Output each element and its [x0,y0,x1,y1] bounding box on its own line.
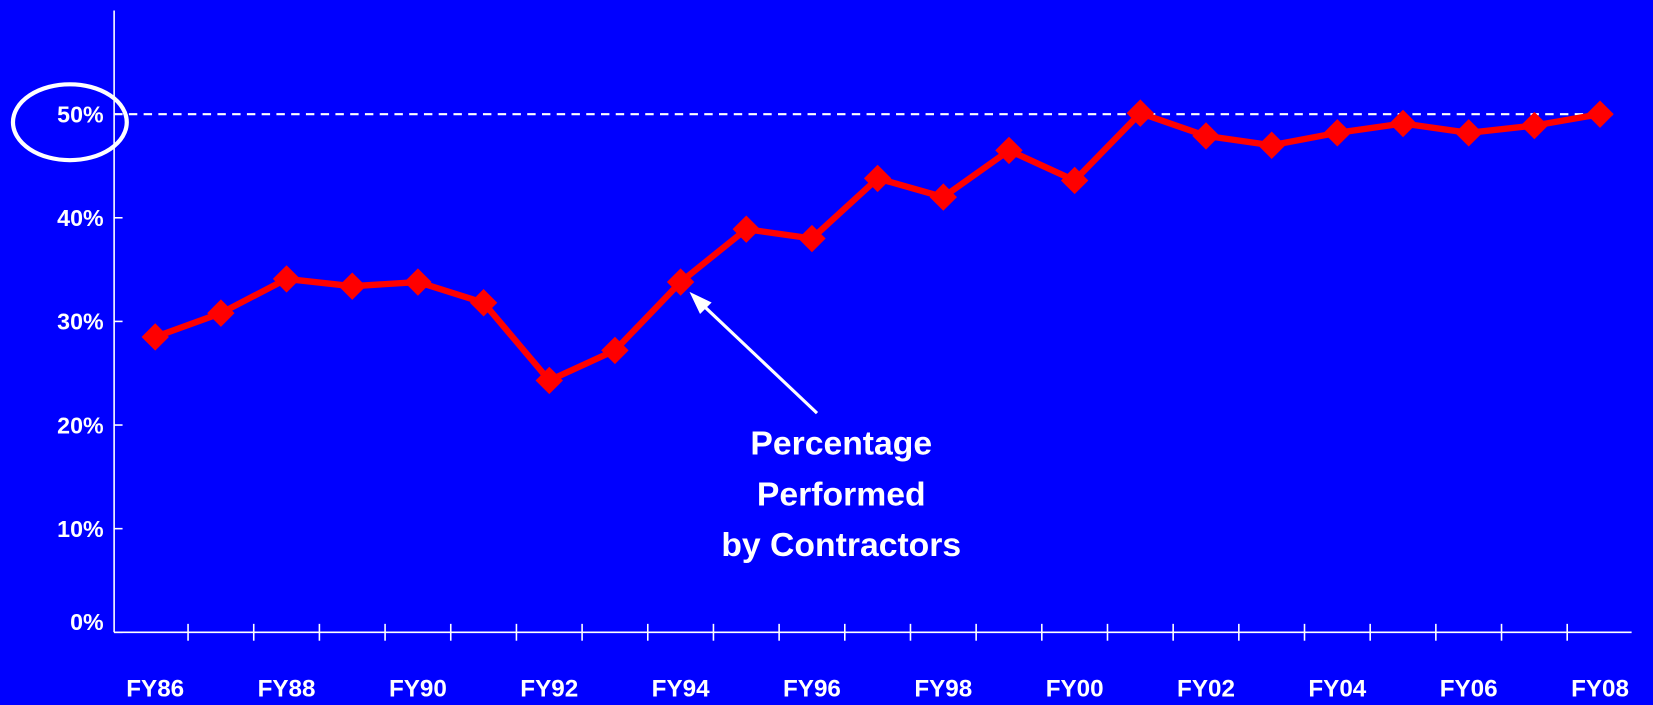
x-tick-label: FY06 [1440,676,1498,703]
y-tick-label: 50% [57,101,103,127]
x-tick-label: FY88 [258,676,316,703]
data-point [141,323,169,351]
data-point [338,272,366,300]
x-tick-label: FY96 [783,676,841,703]
y-tick-label: 40% [57,205,103,231]
data-point [1389,109,1417,138]
x-tick-label: FY02 [1177,676,1235,703]
data-point [1520,111,1549,140]
data-point [732,215,760,243]
x-tick-label: FY94 [652,676,710,703]
annotation: by Contractors [721,526,961,564]
y-tick-label: 30% [57,309,103,335]
y-tick-label: 10% [57,516,103,542]
highlight-circle [10,82,129,163]
y-tick-label: 0% [70,609,104,635]
annotation: Percentage [750,425,932,463]
annotation: Performed [757,475,926,513]
data-point [1060,166,1089,195]
arrow-head [689,291,712,315]
data-point [666,268,695,296]
data-point [929,183,958,211]
annotation-arrow [698,301,819,415]
data-point [863,164,892,193]
data-point [995,136,1023,165]
x-tick-label: FY90 [389,676,447,703]
data-point [272,265,301,293]
x-tick-label: FY08 [1571,676,1629,703]
data-point [1126,99,1155,127]
data-point [798,224,826,253]
data-point [1586,100,1614,128]
data-point [1323,119,1352,147]
x-tick-label: FY04 [1308,676,1366,703]
x-tick-label: FY92 [520,676,578,703]
x-tick-label: FY98 [914,676,972,703]
x-tick-label: FY00 [1046,676,1104,703]
data-point [1192,122,1220,150]
y-tick-label: 20% [57,412,103,438]
x-tick-label: FY86 [126,676,184,703]
